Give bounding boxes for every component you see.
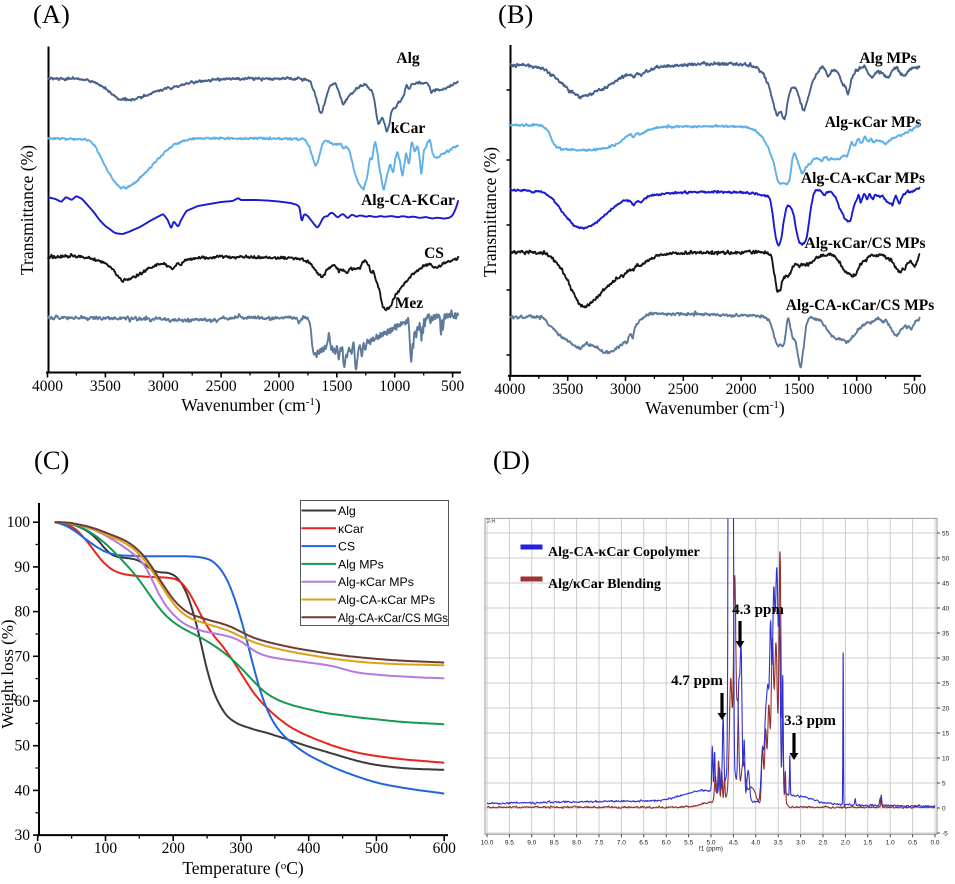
svg-text:1.5: 1.5 [863,839,872,846]
svg-text:Alg-CA-κCar Copolymer: Alg-CA-κCar Copolymer [548,545,700,560]
svg-text:-5: -5 [942,831,948,838]
svg-text:2000: 2000 [263,378,294,395]
svg-text:6.5: 6.5 [639,839,648,846]
svg-text:4.5: 4.5 [729,839,738,846]
svg-text:0.5: 0.5 [908,839,917,846]
svg-text:Transmittance (%): Transmittance (%) [17,145,37,275]
svg-text:80: 80 [15,604,31,621]
svg-text:70: 70 [15,648,31,665]
svg-text:7.5: 7.5 [594,839,603,846]
svg-text:4000: 4000 [494,381,525,398]
svg-text:3000: 3000 [148,378,179,395]
svg-text:2-H: 2-H [487,519,495,525]
svg-text:15: 15 [942,731,950,738]
svg-text:1500: 1500 [783,381,814,398]
svg-text:500: 500 [903,381,927,398]
svg-text:20: 20 [942,706,950,713]
svg-text:Alg MPs: Alg MPs [859,50,916,67]
svg-text:500: 500 [441,378,465,395]
svg-text:1.0: 1.0 [886,839,895,846]
svg-text:100: 100 [94,840,118,857]
svg-text:Alg-CA-κCar/CS MPs: Alg-CA-κCar/CS MPs [786,297,935,314]
svg-text:4.0: 4.0 [751,839,760,846]
svg-text:5.0: 5.0 [706,839,715,846]
svg-text:10.0: 10.0 [481,839,494,846]
svg-text:30: 30 [942,656,950,663]
svg-text:5.5: 5.5 [684,839,693,846]
svg-text:35: 35 [942,631,950,638]
svg-text:Transmittance (%): Transmittance (%) [480,147,500,277]
svg-text:300: 300 [229,840,253,857]
svg-text:3500: 3500 [552,381,583,398]
svg-text:Weight loss (%): Weight loss (%) [0,619,17,728]
svg-text:Alg-κCar MPs: Alg-κCar MPs [338,575,414,589]
svg-text:50: 50 [15,738,31,755]
svg-text:2500: 2500 [206,378,237,395]
svg-text:60: 60 [15,693,31,710]
svg-text:5: 5 [942,781,946,788]
svg-text:Alg: Alg [396,50,420,67]
svg-text:25: 25 [942,681,950,688]
svg-text:Mez: Mez [395,295,424,312]
svg-text:9.5: 9.5 [505,839,514,846]
svg-text:0: 0 [942,806,946,813]
svg-text:1000: 1000 [841,381,872,398]
svg-text:(C): (C) [34,445,69,475]
svg-text:400: 400 [297,840,321,857]
svg-text:6.0: 6.0 [662,839,671,846]
svg-text:Alg: Alg [338,504,356,518]
svg-text:8.5: 8.5 [550,839,559,846]
svg-text:Alg-κCar/CS MPs: Alg-κCar/CS MPs [805,235,926,252]
svg-text:3000: 3000 [610,381,641,398]
svg-text:4.3 ppm: 4.3 ppm [732,602,784,618]
svg-text:Alg-CA-κCar/CS MGs: Alg-CA-κCar/CS MGs [338,611,448,625]
svg-text:100: 100 [7,514,31,531]
svg-text:2500: 2500 [668,381,699,398]
svg-text:3500: 3500 [90,378,121,395]
svg-text:0.0: 0.0 [930,839,939,846]
svg-text:9.0: 9.0 [527,839,536,846]
svg-text:55: 55 [942,531,950,538]
svg-text:3.5: 3.5 [774,839,783,846]
svg-text:1500: 1500 [321,378,352,395]
svg-text:Alg/κCar Blending: Alg/κCar Blending [548,577,661,592]
svg-text:Temperature (oC): Temperature (oC) [182,858,304,878]
svg-text:3.3 ppm: 3.3 ppm [784,713,836,729]
svg-text:90: 90 [15,559,31,576]
svg-text:(D): (D) [493,445,530,475]
svg-text:Alg-κCar MPs: Alg-κCar MPs [825,114,922,131]
svg-text:f1 (ppm): f1 (ppm) [699,845,723,852]
svg-text:0: 0 [34,840,42,857]
svg-text:Wavenumber (cm-1): Wavenumber (cm-1) [645,398,785,418]
svg-text:45: 45 [942,581,950,588]
svg-text:2.0: 2.0 [841,839,850,846]
svg-text:30: 30 [15,827,31,844]
svg-text:3.0: 3.0 [796,839,805,846]
svg-text:2000: 2000 [726,381,757,398]
svg-text:4000: 4000 [32,378,63,395]
svg-text:8.0: 8.0 [572,839,581,846]
svg-text:200: 200 [162,840,186,857]
svg-text:Alg-CA-κCar MPs: Alg-CA-κCar MPs [801,170,925,187]
svg-text:κCar: κCar [338,522,364,536]
svg-text:2.5: 2.5 [818,839,827,846]
svg-text:600: 600 [433,840,457,857]
svg-text:(A): (A) [33,0,70,29]
svg-text:(B): (B) [498,0,533,29]
svg-text:4.7 ppm: 4.7 ppm [671,673,723,689]
svg-text:1000: 1000 [379,378,410,395]
svg-text:CS: CS [424,245,444,262]
svg-text:500: 500 [365,840,389,857]
svg-text:40: 40 [15,782,31,799]
svg-text:50: 50 [942,556,950,563]
svg-text:40: 40 [942,606,950,613]
svg-text:10: 10 [942,756,950,763]
svg-text:7.0: 7.0 [617,839,626,846]
svg-text:Alg-CA-KCar: Alg-CA-KCar [361,192,455,209]
svg-text:Alg-CA-κCar MPs: Alg-CA-κCar MPs [338,593,435,607]
svg-text:CS: CS [338,540,355,554]
svg-text:Alg MPs: Alg MPs [338,557,384,571]
svg-text:kCar: kCar [391,120,426,137]
svg-text:Wavenumber (cm-1): Wavenumber (cm-1) [181,395,321,415]
